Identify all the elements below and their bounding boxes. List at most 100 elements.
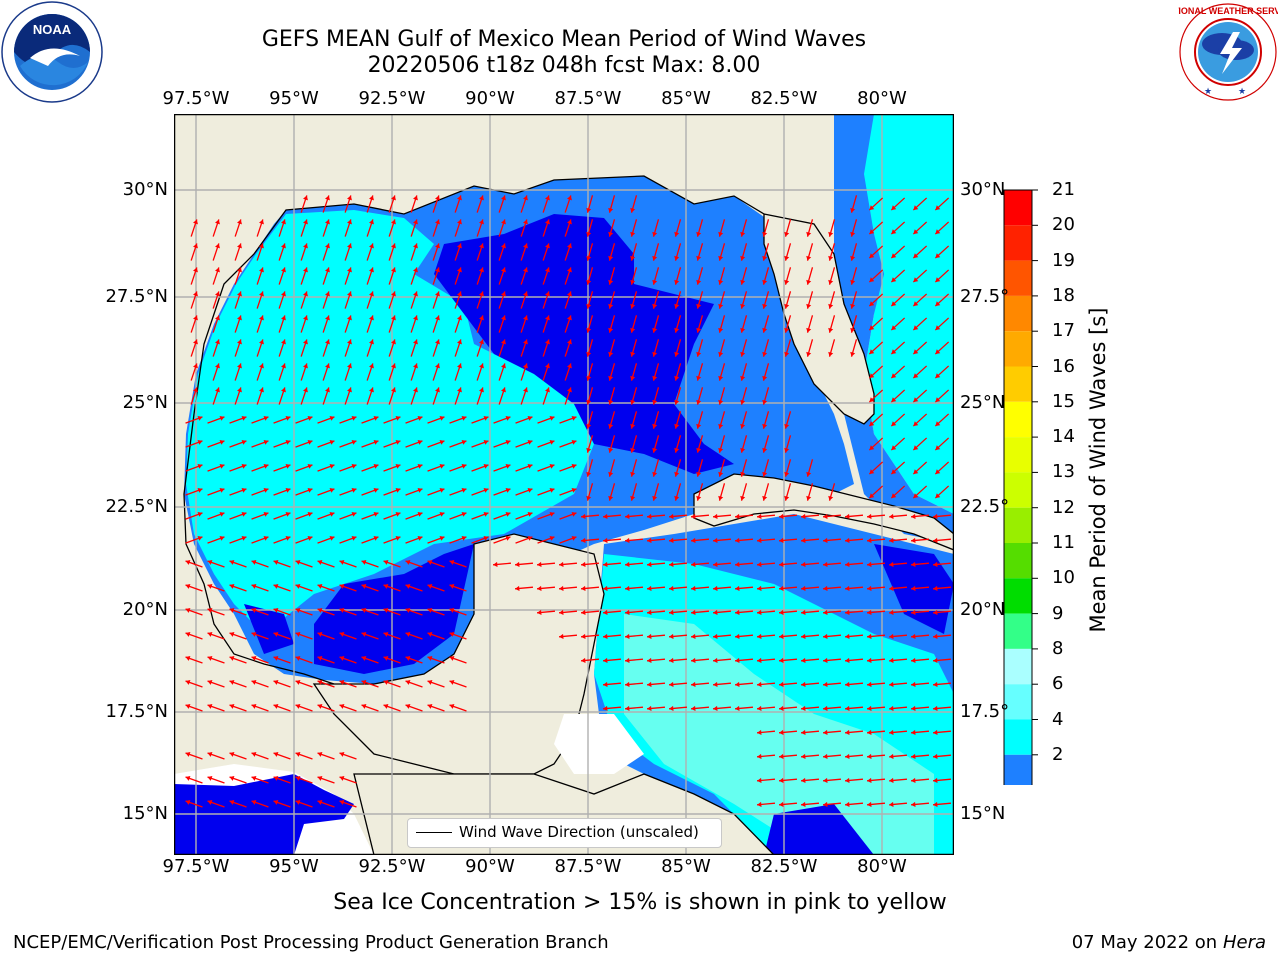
wind-arrow	[317, 799, 335, 808]
wind-arrow	[234, 339, 242, 357]
wind-arrow	[934, 365, 950, 379]
wind-arrow	[295, 751, 313, 760]
wind-arrow	[712, 537, 732, 543]
wind-arrow	[427, 415, 445, 424]
wind-arrow	[405, 511, 423, 520]
wind-arrow	[652, 291, 660, 309]
svg-text:NATIONAL WEATHER SERVICE: NATIONAL WEATHER SERVICE	[1178, 6, 1278, 16]
wind-arrow	[630, 435, 638, 453]
wind-arrow	[514, 561, 534, 567]
wind-arrow	[344, 243, 352, 261]
wind-arrow	[734, 537, 754, 543]
wind-arrow	[498, 195, 506, 213]
wind-arrow	[295, 607, 313, 616]
wind-arrow	[674, 339, 682, 357]
wind-arrow	[602, 513, 622, 519]
wind-arrow	[630, 219, 638, 237]
colorbar-bin	[1004, 507, 1032, 543]
map-panel	[174, 114, 954, 855]
wind-arrow	[652, 459, 660, 477]
wind-arrow	[273, 487, 291, 496]
wind-arrow	[427, 583, 445, 592]
wind-arrow	[492, 561, 512, 567]
wind-arrow	[734, 561, 754, 567]
wind-arrow	[844, 705, 864, 711]
wind-arrow	[868, 245, 884, 259]
wind-arrow	[806, 219, 814, 237]
wind-arrow	[317, 703, 335, 712]
wind-arrow	[844, 753, 864, 759]
wind-arrow	[762, 243, 770, 261]
wind-arrow	[300, 339, 308, 357]
wind-arrow	[410, 195, 418, 213]
wind-arrow	[361, 679, 379, 688]
caribbean-deep-s	[764, 804, 874, 855]
wind-arrow	[273, 415, 291, 424]
wind-arrow	[888, 705, 908, 711]
wind-arrow	[229, 439, 247, 448]
wind-arrow	[322, 267, 330, 285]
wind-arrow	[890, 437, 906, 451]
wind-arrow	[866, 801, 886, 807]
wind-arrow	[932, 537, 952, 543]
wind-arrow	[339, 703, 357, 712]
wind-arrow	[608, 387, 616, 405]
wind-arrow	[668, 537, 688, 543]
wind-arrow	[185, 511, 203, 520]
colorbar-tick-label: 4	[1052, 708, 1064, 730]
wind-arrow	[361, 439, 379, 448]
wind-arrow	[674, 483, 682, 501]
wind-arrow	[339, 415, 357, 424]
wind-arrow	[251, 535, 269, 544]
wind-arrow	[273, 655, 291, 664]
colorbar-bin	[1004, 190, 1032, 226]
wind-arrow	[410, 339, 418, 357]
wind-arrow	[696, 411, 704, 429]
wind-arrow	[317, 583, 335, 592]
wind-arrow	[912, 269, 928, 283]
wind-arrow	[890, 293, 906, 307]
wind-arrow	[317, 439, 335, 448]
wind-arrow	[251, 415, 269, 424]
wind-arrow	[668, 561, 688, 567]
wind-arrow	[778, 609, 798, 615]
wind-arrow	[756, 537, 776, 543]
wind-arrow	[690, 681, 710, 687]
wind-arrow	[912, 413, 928, 427]
wind-arrow	[536, 561, 556, 567]
wind-arrow	[229, 655, 247, 664]
wind-arrow	[361, 487, 379, 496]
wind-arrow	[740, 387, 748, 405]
lon-tick-label-top: 95°W	[269, 88, 319, 109]
wind-arrow	[449, 439, 467, 448]
wind-arrow	[718, 363, 726, 381]
wind-arrow	[866, 633, 886, 639]
wind-arrow	[624, 609, 644, 615]
wind-arrow	[317, 559, 335, 568]
wind-arrow	[912, 197, 928, 211]
wind-arrow	[229, 679, 247, 688]
wind-arrow	[934, 245, 950, 259]
wind-arrow	[932, 777, 952, 783]
colorbar-bin	[1004, 331, 1032, 367]
wind-arrow	[652, 243, 660, 261]
wind-arrow	[498, 363, 506, 381]
wind-arrow	[251, 439, 269, 448]
wind-arrow	[868, 413, 884, 427]
wind-arrow	[229, 631, 247, 640]
wind-arrow	[630, 483, 638, 501]
colorbar-title: Mean Period of Wind Waves [s]	[1086, 307, 1110, 633]
wind-arrow	[690, 585, 710, 591]
wind-arrow	[844, 729, 864, 735]
wind-arrow	[300, 219, 308, 237]
florida	[763, 213, 875, 425]
wind-arrow	[822, 801, 842, 807]
wind-arrow	[866, 705, 886, 711]
colorbar-bin	[1004, 472, 1032, 508]
wind-arrow	[405, 559, 423, 568]
wind-arrow	[602, 681, 622, 687]
wind-arrow	[586, 195, 594, 213]
wind-arrow	[410, 363, 418, 381]
wind-arrow	[405, 439, 423, 448]
wind-arrow	[608, 243, 616, 261]
